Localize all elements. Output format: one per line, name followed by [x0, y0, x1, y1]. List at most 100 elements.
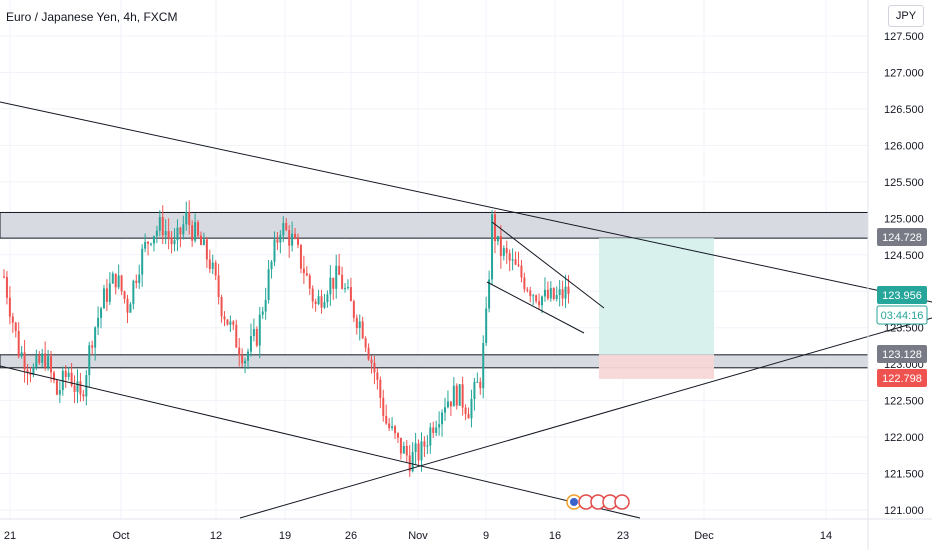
candle-body: [47, 356, 50, 368]
candle-body: [297, 238, 299, 245]
candle-body: [273, 239, 276, 262]
candle-body: [217, 275, 220, 297]
price-tick-label: 122.000: [884, 432, 924, 444]
candle-body: [267, 269, 270, 300]
flag-line-lower[interactable]: [486, 281, 585, 334]
position-target-area[interactable]: [599, 238, 714, 355]
candle-body: [558, 289, 561, 296]
candle-body: [523, 277, 526, 290]
candle-body: [567, 286, 570, 294]
price-label: 123.128: [882, 349, 922, 361]
candle-body: [423, 441, 426, 447]
position-stop-area[interactable]: [599, 354, 714, 379]
chart-title: Euro / Japanese Yen, 4h, FXCM: [6, 10, 178, 24]
price-label: 124.728: [882, 232, 922, 244]
candle-body: [379, 379, 382, 398]
candle-body: [396, 433, 399, 438]
candle-body: [514, 259, 517, 265]
candle-body: [364, 338, 367, 348]
candle-body: [299, 244, 302, 269]
price-label: 123.956: [882, 290, 922, 302]
candle-body: [341, 274, 344, 289]
descending-trendline-lower[interactable]: [0, 365, 641, 519]
candle-body: [367, 347, 370, 360]
candle-body: [191, 225, 194, 241]
price-tick-label: 121.000: [884, 505, 924, 517]
candle-body: [8, 297, 11, 317]
price-label-box: [877, 228, 927, 246]
candle-body: [476, 381, 479, 383]
candle-body: [232, 321, 235, 325]
candle-body: [508, 253, 511, 261]
candle-body: [432, 427, 435, 433]
candle-body: [543, 289, 546, 297]
candle-body: [458, 384, 461, 406]
candle-body: [205, 239, 208, 260]
candle-body: [308, 275, 311, 289]
candle-body: [117, 275, 120, 288]
candle-body: [17, 330, 20, 357]
candle-body: [361, 321, 364, 339]
grid: [0, 0, 868, 519]
price-labels: 124.728 123.956 03:44:16 123.128 122.798: [876, 228, 928, 387]
price-tick-label: 121.500: [884, 469, 924, 481]
candle-body: [158, 217, 161, 231]
trendlines[interactable]: [0, 101, 932, 519]
candle-body: [294, 233, 297, 239]
candle-body: [244, 360, 247, 364]
candle-body: [411, 452, 414, 472]
candle-body: [258, 314, 261, 346]
candle-body: [164, 231, 167, 236]
flag-line-upper[interactable]: [491, 221, 605, 309]
candle-body: [161, 217, 164, 236]
time-tick-label: 14: [820, 530, 832, 542]
candle-body: [23, 352, 26, 370]
price-tick-label: 127.000: [884, 67, 924, 79]
candle-body: [323, 302, 326, 308]
candle-body: [14, 322, 17, 331]
candle-body: [108, 283, 111, 302]
resistance-zone: [0, 211, 869, 239]
candle-body: [444, 407, 446, 413]
candle-body: [255, 329, 258, 346]
time-tick-label: 26: [345, 530, 357, 542]
ascending-trendline[interactable]: [239, 317, 932, 519]
position-tool[interactable]: [599, 238, 714, 379]
candle-body: [491, 214, 494, 280]
candle-body: [76, 381, 79, 392]
price-label: 03:44:16: [881, 310, 924, 322]
candle-body: [120, 275, 123, 292]
time-axis[interactable]: 21 Oct 12 19 26 Nov 9 16 23 Dec 14: [0, 518, 932, 542]
candle-body: [179, 227, 182, 235]
price-axis[interactable]: 127.500 127.000 126.500 126.000 125.500 125.0…: [867, 0, 924, 550]
candle-body: [373, 362, 376, 373]
candle-body: [338, 265, 341, 275]
candle-body: [499, 235, 502, 256]
zones: [0, 211, 869, 369]
candle-body: [505, 248, 508, 254]
event-marker-icon[interactable]: [614, 494, 630, 510]
price-label-box: [876, 305, 928, 325]
candle-body: [394, 426, 397, 434]
currency-button[interactable]: JPY: [888, 5, 924, 27]
candle-body: [449, 401, 452, 407]
time-tick-label: 21: [4, 530, 16, 542]
candle-body: [252, 329, 255, 337]
descending-trendline-upper[interactable]: [0, 101, 932, 303]
candle-body: [114, 273, 117, 288]
event-markers[interactable]: [566, 494, 630, 510]
candle-body: [461, 384, 464, 408]
candle-body: [229, 321, 232, 325]
candle-body: [97, 317, 100, 328]
candle-body: [502, 248, 505, 256]
candle-body: [326, 294, 329, 303]
time-tick-label: 16: [549, 530, 561, 542]
candle-body: [385, 415, 388, 424]
candle-body: [291, 233, 294, 246]
candle-body: [249, 336, 252, 352]
candle-body: [344, 287, 347, 289]
candle-body: [223, 316, 226, 320]
candle-body: [241, 355, 244, 364]
